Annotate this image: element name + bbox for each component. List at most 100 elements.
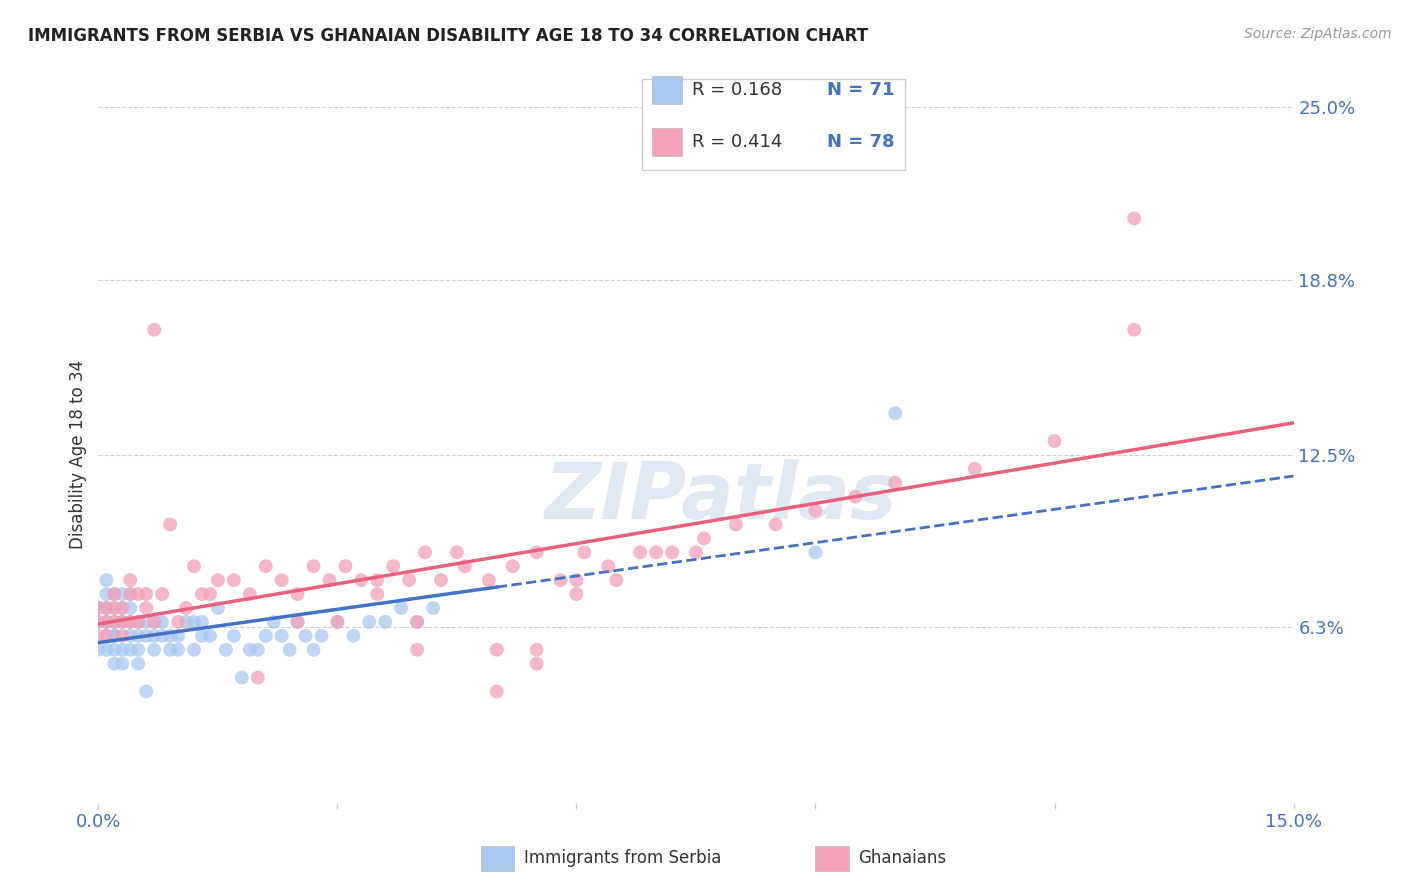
- FancyBboxPatch shape: [652, 128, 682, 156]
- Point: [804, 545, 827, 559]
- Point: [167, 615, 190, 629]
- Point: [231, 671, 253, 685]
- Point: [326, 615, 349, 629]
- Point: [207, 573, 229, 587]
- Point: [413, 545, 436, 559]
- Point: [1123, 211, 1146, 226]
- Point: [143, 629, 166, 643]
- Point: [254, 559, 277, 574]
- Point: [96, 629, 118, 643]
- FancyBboxPatch shape: [815, 846, 849, 871]
- Point: [174, 615, 197, 629]
- Point: [191, 587, 214, 601]
- Point: [120, 573, 142, 587]
- Point: [87, 601, 110, 615]
- Text: N = 78: N = 78: [827, 133, 896, 151]
- Point: [96, 601, 118, 615]
- Point: [111, 657, 134, 671]
- Point: [127, 615, 149, 629]
- Point: [159, 629, 181, 643]
- Point: [263, 615, 285, 629]
- Point: [246, 671, 269, 685]
- Point: [159, 517, 181, 532]
- Point: [127, 629, 149, 643]
- Point: [454, 559, 477, 574]
- Point: [359, 615, 381, 629]
- Point: [135, 684, 157, 698]
- Point: [287, 615, 309, 629]
- Point: [628, 545, 651, 559]
- Point: [111, 587, 134, 601]
- Point: [96, 629, 118, 643]
- Point: [127, 615, 149, 629]
- Point: [1123, 323, 1146, 337]
- Point: [342, 629, 364, 643]
- Point: [135, 629, 157, 643]
- Point: [127, 587, 149, 601]
- Text: R = 0.414: R = 0.414: [692, 133, 783, 151]
- Point: [406, 615, 429, 629]
- Point: [311, 629, 333, 643]
- Point: [96, 573, 118, 587]
- Point: [87, 615, 110, 629]
- Point: [724, 517, 747, 532]
- Point: [120, 642, 142, 657]
- Point: [111, 629, 134, 643]
- Point: [120, 587, 142, 601]
- Point: [103, 601, 125, 615]
- Point: [430, 573, 453, 587]
- Point: [103, 657, 125, 671]
- Point: [246, 642, 269, 657]
- Point: [96, 601, 118, 615]
- Point: [127, 642, 149, 657]
- Point: [278, 642, 301, 657]
- Point: [294, 629, 316, 643]
- Point: [135, 587, 157, 601]
- Point: [111, 615, 134, 629]
- Point: [150, 615, 173, 629]
- Point: [254, 629, 277, 643]
- Point: [366, 587, 388, 601]
- Point: [270, 573, 292, 587]
- Point: [191, 629, 214, 643]
- Point: [485, 684, 508, 698]
- Point: [366, 573, 388, 587]
- Point: [191, 615, 214, 629]
- Point: [239, 642, 262, 657]
- Point: [222, 573, 245, 587]
- Point: [198, 629, 221, 643]
- Point: [645, 545, 668, 559]
- Point: [111, 601, 134, 615]
- Point: [526, 657, 548, 671]
- Point: [502, 559, 524, 574]
- Point: [120, 615, 142, 629]
- Point: [159, 642, 181, 657]
- Point: [326, 615, 349, 629]
- Point: [103, 629, 125, 643]
- Point: [215, 642, 238, 657]
- Point: [318, 573, 340, 587]
- Point: [605, 573, 627, 587]
- Point: [150, 629, 173, 643]
- Point: [207, 601, 229, 615]
- Point: [143, 615, 166, 629]
- Point: [302, 559, 325, 574]
- Point: [270, 629, 292, 643]
- Point: [422, 601, 444, 615]
- Point: [844, 490, 866, 504]
- FancyBboxPatch shape: [643, 79, 905, 169]
- Text: N = 71: N = 71: [827, 80, 896, 99]
- Point: [174, 601, 197, 615]
- Point: [478, 573, 501, 587]
- Point: [111, 615, 134, 629]
- Point: [87, 601, 110, 615]
- Point: [661, 545, 683, 559]
- Point: [565, 587, 588, 601]
- Point: [565, 573, 588, 587]
- Point: [335, 559, 357, 574]
- Point: [103, 629, 125, 643]
- Point: [374, 615, 396, 629]
- Point: [693, 532, 716, 546]
- Point: [526, 642, 548, 657]
- Point: [804, 503, 827, 517]
